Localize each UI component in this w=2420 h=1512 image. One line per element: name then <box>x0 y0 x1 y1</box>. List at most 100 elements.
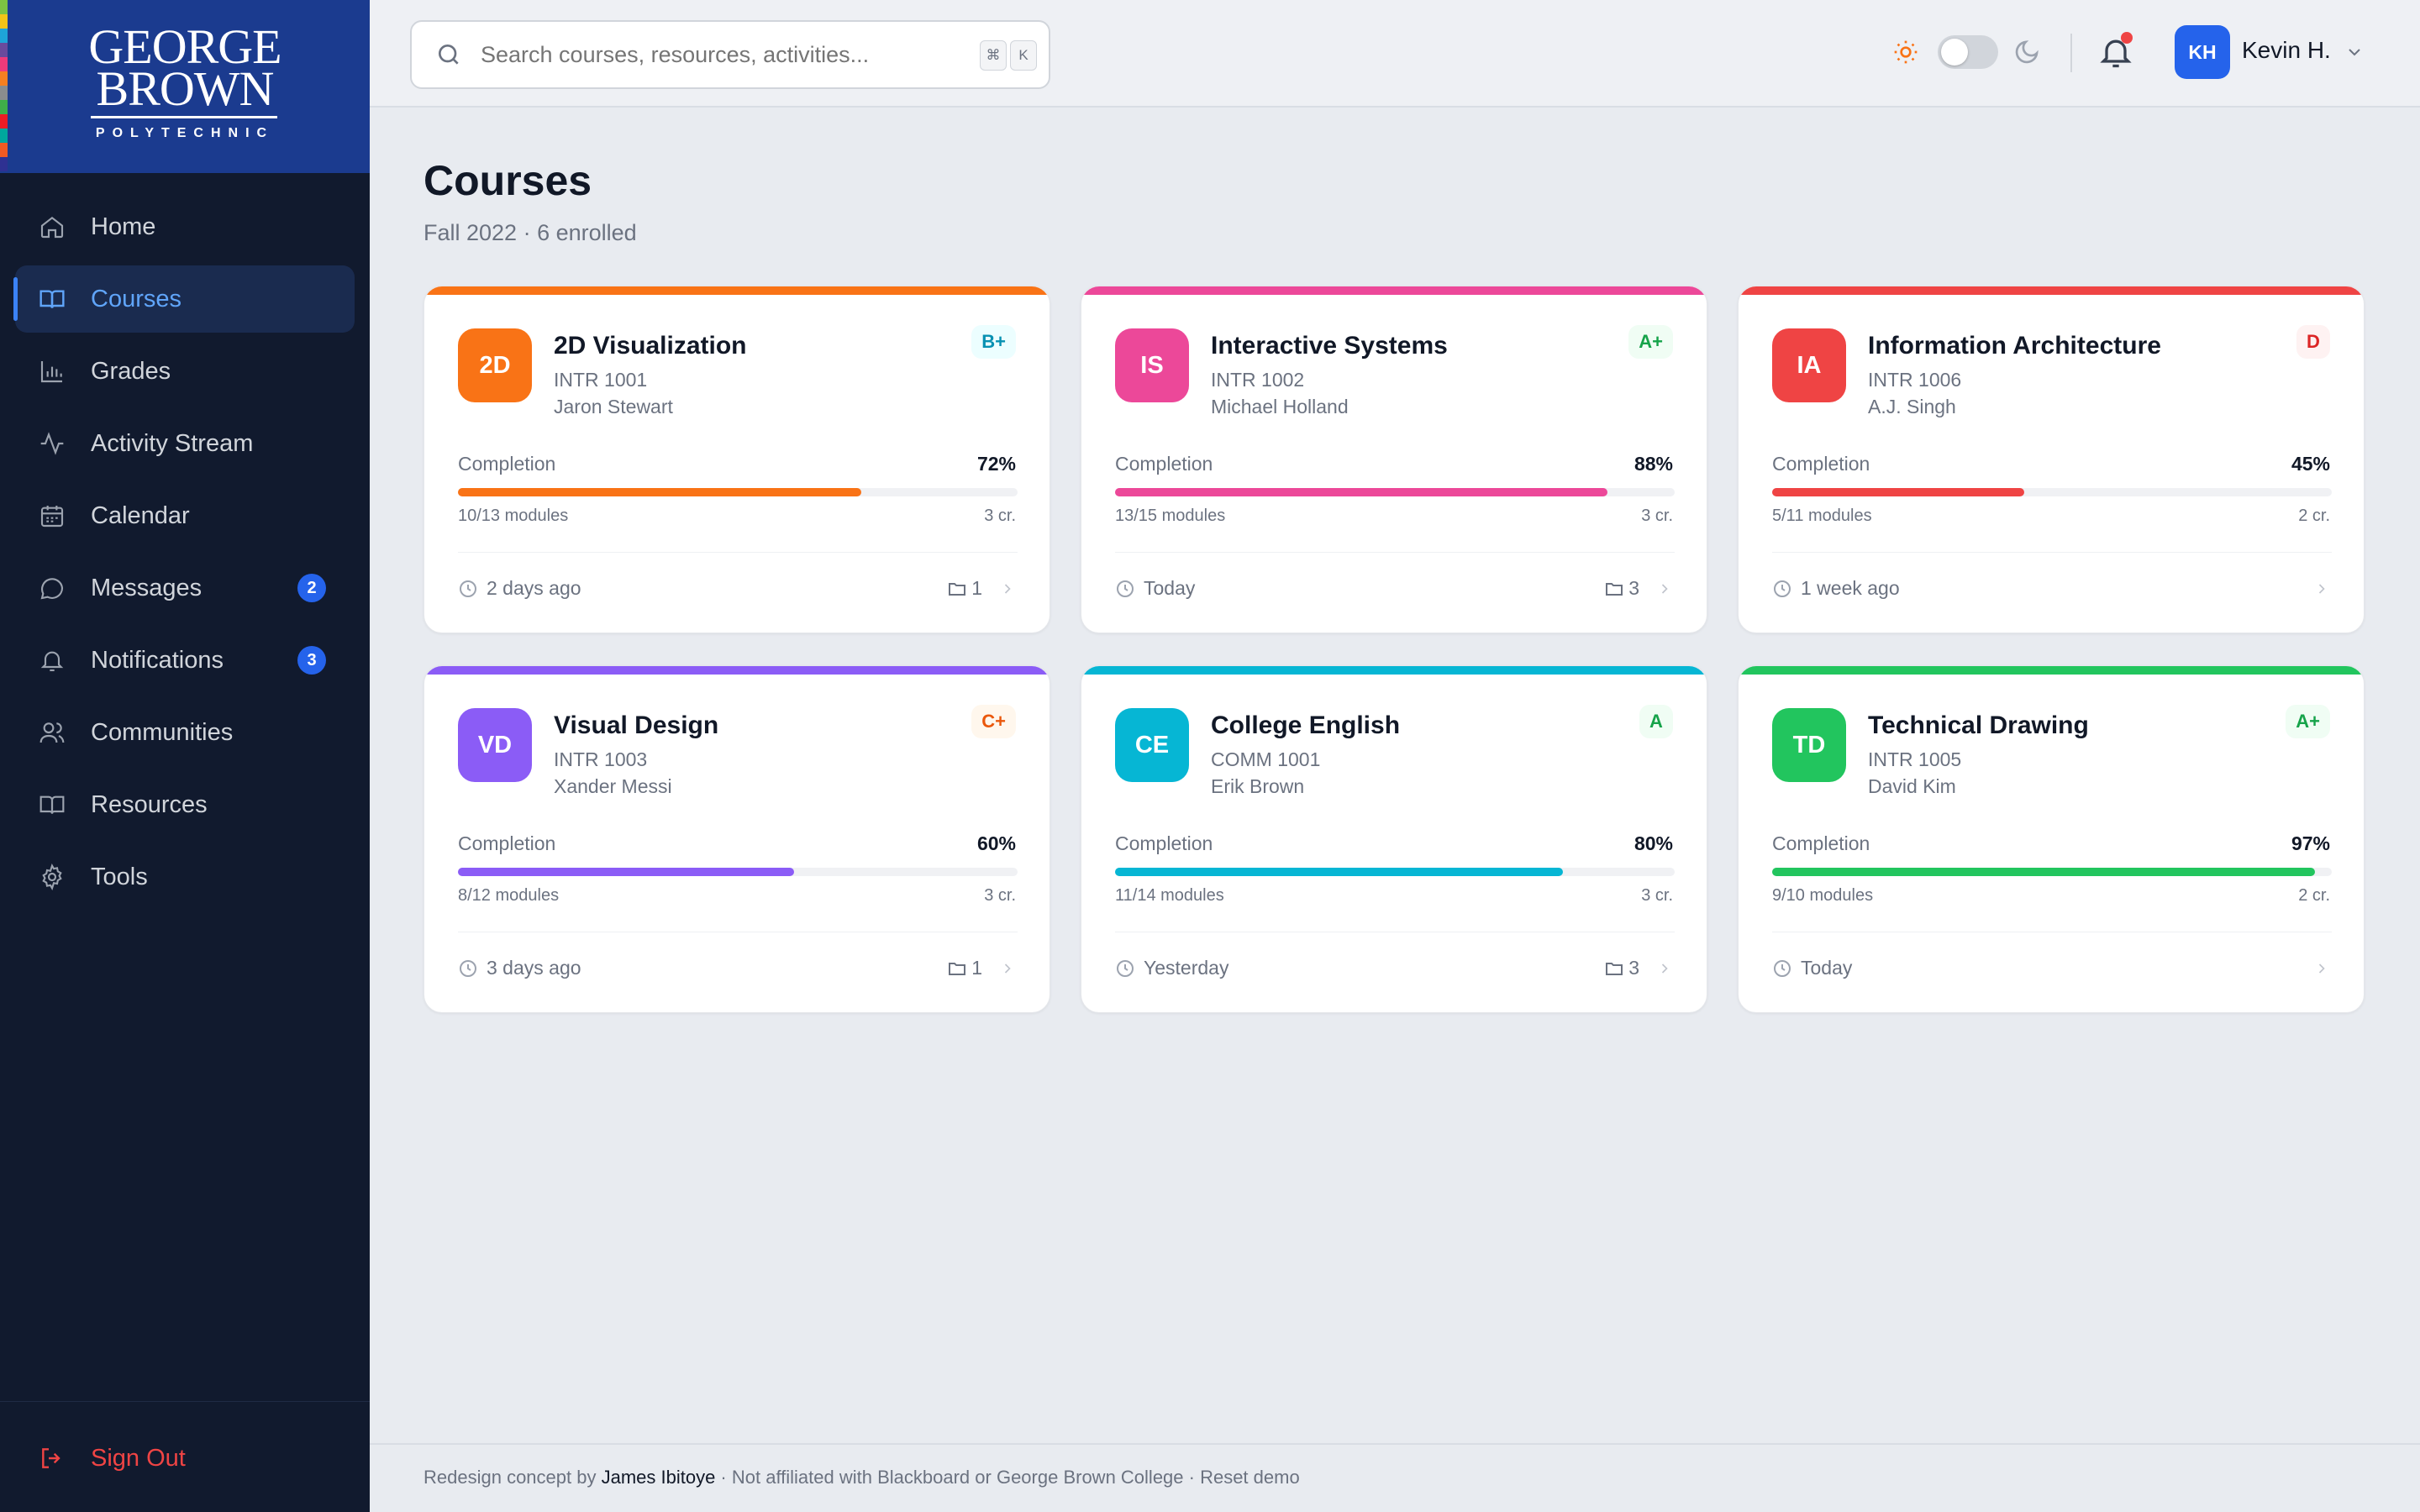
avatar[interactable]: KH <box>2175 25 2230 79</box>
course-instructor: Xander Messi <box>554 775 672 797</box>
card-accent-bar <box>1739 666 2364 675</box>
chevron-right-icon[interactable] <box>2313 960 2330 977</box>
course-instructor: A.J. Singh <box>1868 396 1956 417</box>
folder-icon <box>949 583 965 596</box>
completion-label: Completion <box>1772 832 1870 854</box>
sidebar-item-label: Grades <box>91 358 171 385</box>
course-card[interactable]: TD Technical Drawing INTR 1005 David Kim… <box>1738 665 2365 1013</box>
modules-count: 9/10 modules <box>1772 886 1874 905</box>
folder-icon <box>1606 583 1623 596</box>
completion-percent: 72% <box>976 453 1016 475</box>
card-divider <box>1115 552 1675 553</box>
sidebar-item-calendar[interactable]: Calendar <box>15 482 355 549</box>
chevron-right-icon[interactable] <box>1656 960 1673 977</box>
sign-out-button[interactable]: Sign Out <box>15 1425 355 1492</box>
completion-label: Completion <box>458 453 556 475</box>
sidebar-item-courses[interactable]: Courses <box>13 265 355 333</box>
search-icon <box>439 45 459 65</box>
footer-prefix: Redesign concept by <box>424 1467 602 1488</box>
course-title[interactable]: Visual Design <box>554 711 719 739</box>
course-card[interactable]: IS Interactive Systems INTR 1002 Michael… <box>1081 286 1707 633</box>
course-code: INTR 1005 <box>1868 748 1962 770</box>
sidebar-item-tools[interactable]: Tools <box>15 843 355 911</box>
sidebar-item-label: Resources <box>91 791 208 818</box>
course-card[interactable]: VD Visual Design INTR 1003 Xander Messi … <box>424 665 1050 1013</box>
course-code: INTR 1001 <box>554 369 648 391</box>
clock-icon <box>1774 580 1791 597</box>
sidebar-item-notifications[interactable]: Notifications 3 <box>15 627 355 694</box>
search-input[interactable] <box>479 35 919 74</box>
sidebar-item-messages[interactable]: Messages 2 <box>15 554 355 622</box>
notifications-bell-icon[interactable] <box>2097 34 2134 71</box>
course-card[interactable]: CE College English COMM 1001 Erik Brown … <box>1081 665 1707 1013</box>
grade-badge: C+ <box>971 705 1016 738</box>
message-icon <box>40 578 64 600</box>
course-title[interactable]: College English <box>1211 711 1401 739</box>
card-accent-bar <box>424 286 1050 295</box>
clock-icon <box>1774 960 1791 977</box>
modules-count: 10/13 modules <box>458 507 569 525</box>
course-title[interactable]: 2D Visualization <box>554 332 747 360</box>
last-active-time: 1 week ago <box>1801 577 1900 599</box>
course-initials-icon: IS <box>1115 328 1189 402</box>
card-accent-bar <box>1739 286 2364 295</box>
logo-stripe <box>0 129 8 143</box>
credits: 2 cr. <box>2298 507 2330 525</box>
chevron-right-icon[interactable] <box>999 960 1016 977</box>
shortcut-key-cmd: ⌘ <box>980 40 1007 71</box>
sign-out-label: Sign Out <box>91 1445 186 1472</box>
completion-percent: 80% <box>1634 832 1673 854</box>
footer-suffix: · Not affiliated with Blackboard or Geor… <box>715 1467 1300 1488</box>
sidebar-item-communities[interactable]: Communities <box>15 699 355 766</box>
progress-fill <box>1115 488 1608 496</box>
sidebar-item-home[interactable]: Home <box>15 193 355 260</box>
course-initials-icon: 2D <box>458 328 532 402</box>
last-active-time: 2 days ago <box>487 577 581 599</box>
last-active-time: 3 days ago <box>487 957 581 979</box>
completion-percent: 60% <box>976 832 1016 854</box>
user-name[interactable]: Kevin H. <box>2242 37 2331 63</box>
course-title[interactable]: Technical Drawing <box>1868 711 2089 739</box>
logo-stripe <box>0 0 8 14</box>
brand-logo[interactable]: GEORGE BROWN POLYTECHNIC <box>0 0 370 173</box>
logo-stripe <box>0 86 8 100</box>
sign-out-icon <box>42 1448 60 1468</box>
top-bar: ⌘ K KH Kevin H. <box>370 0 2420 108</box>
sidebar-item-label: Messages <box>91 575 203 601</box>
grade-badge: B+ <box>971 325 1016 359</box>
home-icon <box>40 216 64 239</box>
gear-icon <box>42 864 62 890</box>
topbar-divider <box>2070 34 2072 72</box>
course-title[interactable]: Information Architecture <box>1868 332 2161 360</box>
last-active-time: Yesterday <box>1144 957 1229 979</box>
book-icon <box>39 290 65 308</box>
notification-dot <box>2121 32 2133 44</box>
search-box[interactable]: ⌘ K <box>410 20 1050 89</box>
card-accent-bar <box>1081 286 1707 295</box>
course-code: INTR 1002 <box>1211 369 1305 391</box>
course-title[interactable]: Interactive Systems <box>1211 332 1448 360</box>
progress-fill <box>1115 868 1563 876</box>
theme-toggle[interactable] <box>1938 35 1998 69</box>
sidebar-item-resources[interactable]: Resources <box>15 771 355 838</box>
chevron-right-icon[interactable] <box>1656 580 1673 597</box>
course-instructor: Erik Brown <box>1211 775 1305 797</box>
sidebar-item-grades[interactable]: Grades <box>15 338 355 405</box>
chevron-down-icon[interactable] <box>2344 42 2365 62</box>
progress-fill <box>458 488 861 496</box>
sidebar-item-label: Calendar <box>91 502 190 529</box>
course-card[interactable]: 2D 2D Visualization INTR 1001 Jaron Stew… <box>424 286 1050 633</box>
clock-icon <box>460 960 476 977</box>
logo-color-stripes <box>0 0 8 173</box>
clock-icon <box>460 580 476 597</box>
course-initials-icon: TD <box>1772 708 1846 782</box>
chevron-right-icon[interactable] <box>999 580 1016 597</box>
course-initials-icon: IA <box>1772 328 1846 402</box>
sidebar-item-activity-stream[interactable]: Activity Stream <box>15 410 355 477</box>
footer-author-link[interactable]: James Ibitoye <box>601 1467 716 1488</box>
notifications-count-badge: 3 <box>297 646 326 675</box>
chevron-right-icon[interactable] <box>2313 580 2330 597</box>
book-open-icon <box>39 795 65 814</box>
course-card[interactable]: IA Information Architecture INTR 1006 A.… <box>1738 286 2365 633</box>
sidebar-item-label: Tools <box>91 864 148 890</box>
